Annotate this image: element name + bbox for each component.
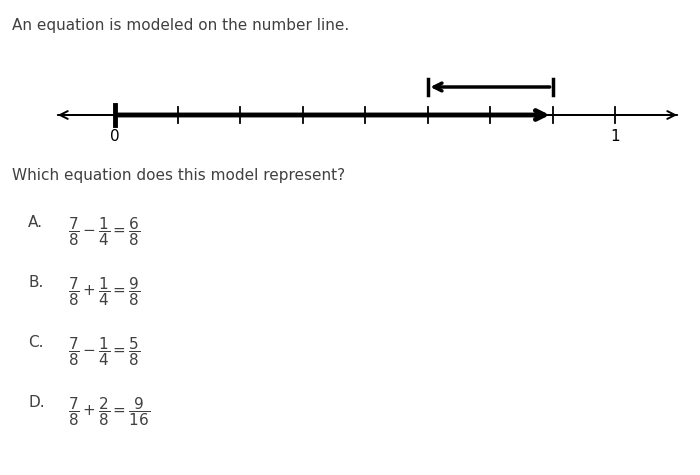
Text: A.: A. xyxy=(28,215,43,230)
Text: Which equation does this model represent?: Which equation does this model represent… xyxy=(12,168,345,183)
Text: $\dfrac{7}{8} + \dfrac{1}{4} = \dfrac{9}{8}$: $\dfrac{7}{8} + \dfrac{1}{4} = \dfrac{9}… xyxy=(68,275,141,308)
Text: D.: D. xyxy=(28,395,45,410)
Text: C.: C. xyxy=(28,335,43,350)
Text: $\dfrac{7}{8} - \dfrac{1}{4} = \dfrac{5}{8}$: $\dfrac{7}{8} - \dfrac{1}{4} = \dfrac{5}… xyxy=(68,335,141,368)
Text: $\dfrac{7}{8} + \dfrac{2}{8} = \dfrac{9}{16}$: $\dfrac{7}{8} + \dfrac{2}{8} = \dfrac{9}… xyxy=(68,395,150,428)
Text: $\dfrac{7}{8} - \dfrac{1}{4} = \dfrac{6}{8}$: $\dfrac{7}{8} - \dfrac{1}{4} = \dfrac{6}… xyxy=(68,215,141,248)
Text: 1: 1 xyxy=(610,129,620,144)
Text: B.: B. xyxy=(28,275,43,290)
Text: 0: 0 xyxy=(110,129,120,144)
Text: An equation is modeled on the number line.: An equation is modeled on the number lin… xyxy=(12,18,349,33)
